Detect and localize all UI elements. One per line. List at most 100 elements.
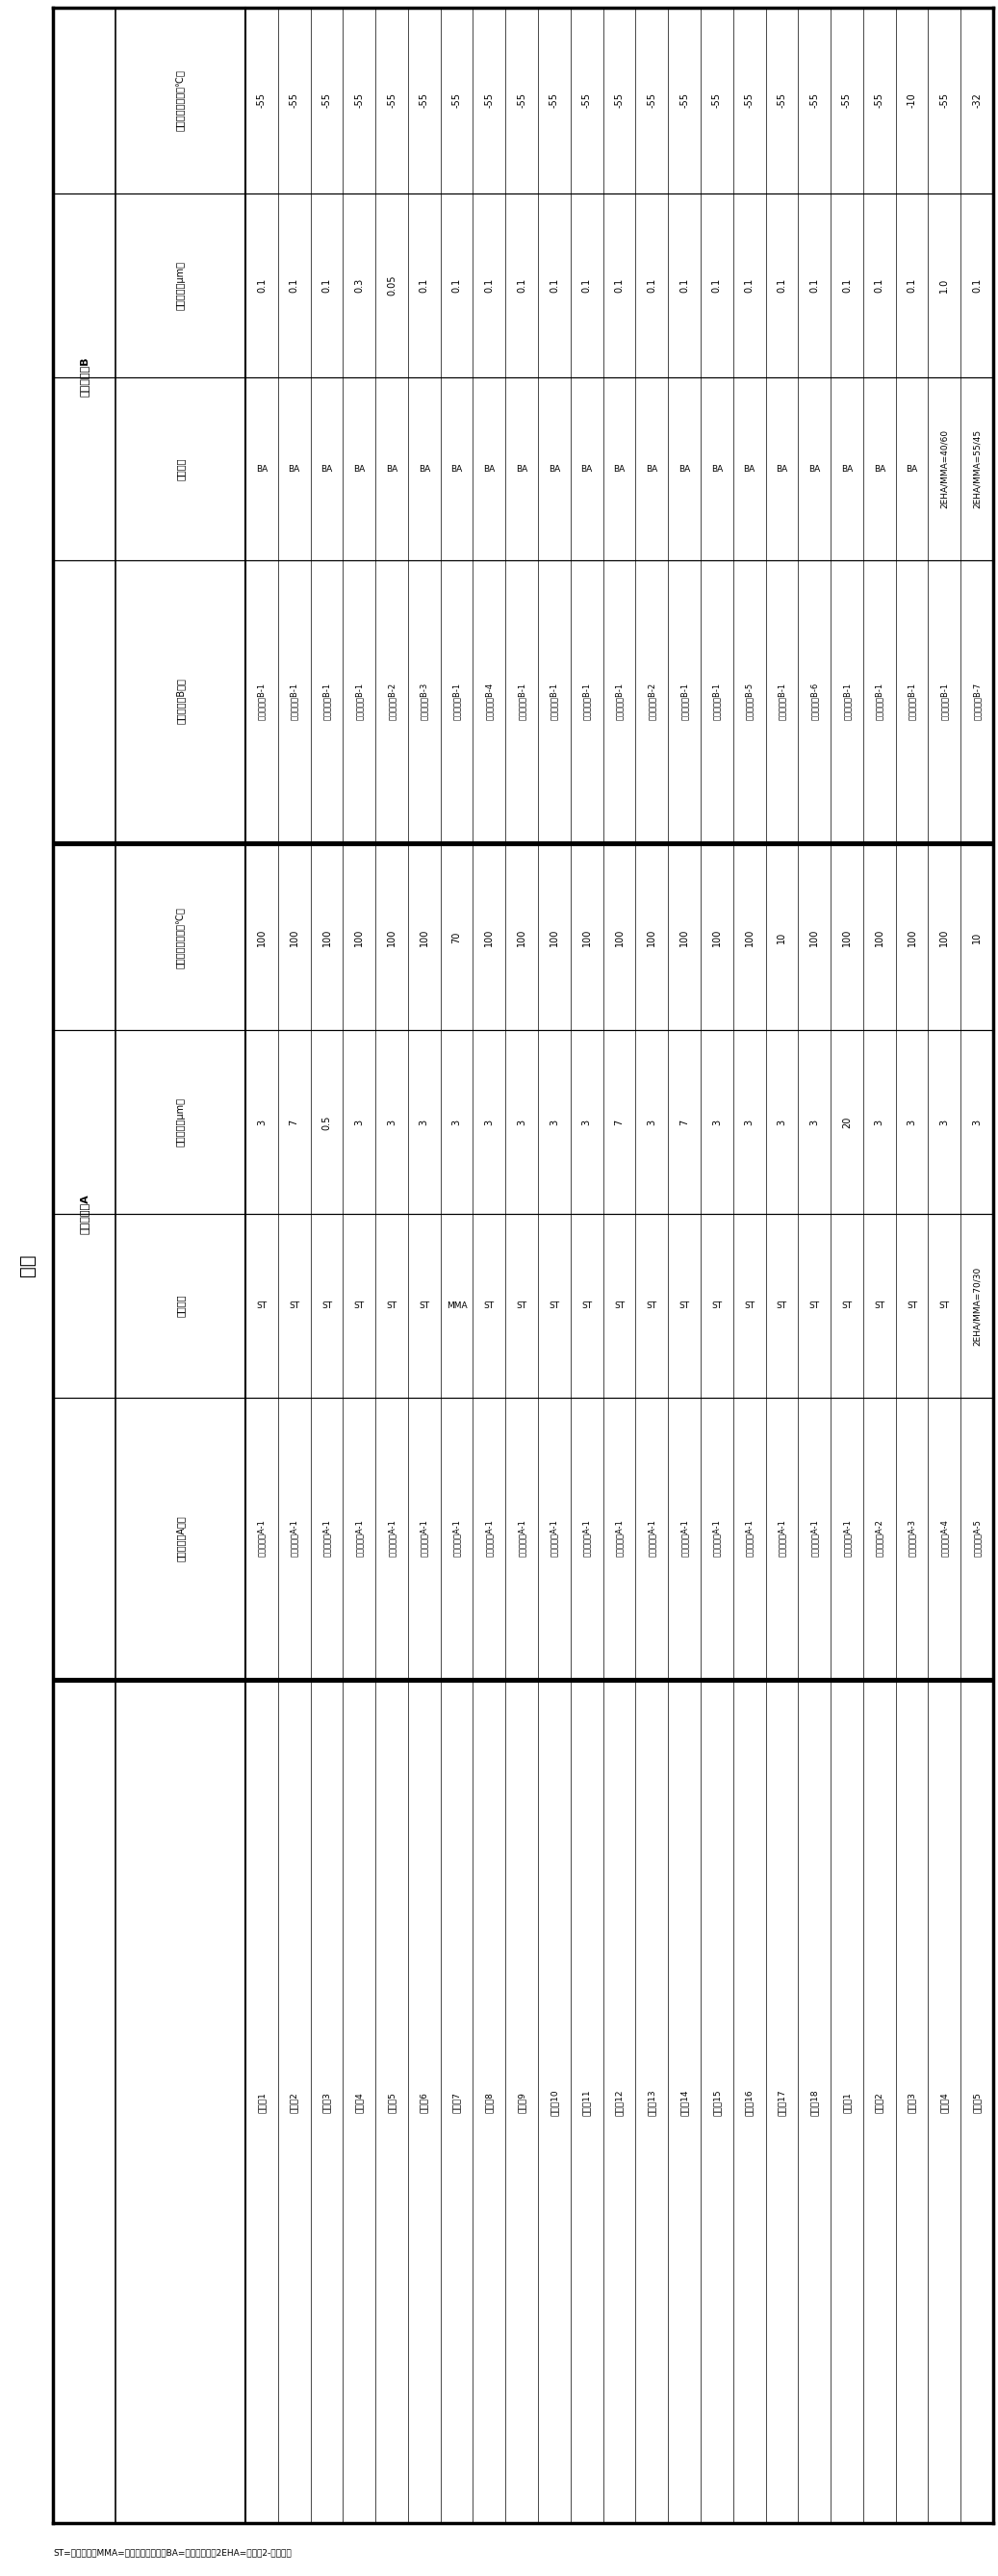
Text: 聚合物粒子B-1: 聚合物粒子B-1 [517, 683, 526, 719]
Text: 聚合物粒子A-1: 聚合物粒子A-1 [322, 1520, 331, 1556]
Text: 聚合物粒子B-1: 聚合物粒子B-1 [713, 683, 722, 719]
Text: ST: ST [841, 1301, 852, 1311]
Text: -55: -55 [289, 93, 299, 108]
Text: 聚合物粒子A-1: 聚合物粒子A-1 [842, 1520, 851, 1556]
Text: 聚合物粒子B-1: 聚合物粒子B-1 [940, 683, 949, 719]
Text: 0.1: 0.1 [972, 278, 982, 294]
Text: 聚合物粒子B种类: 聚合物粒子B种类 [176, 677, 186, 724]
Text: 100: 100 [907, 930, 917, 945]
Text: 100: 100 [745, 930, 754, 945]
Text: BA: BA [679, 464, 691, 474]
Text: ST: ST [582, 1301, 592, 1311]
Text: 实施例4: 实施例4 [355, 2092, 363, 2112]
Text: BA: BA [776, 464, 787, 474]
Text: -55: -55 [322, 93, 331, 108]
Text: ST: ST [906, 1301, 917, 1311]
Text: BA: BA [353, 464, 365, 474]
Text: 0.1: 0.1 [777, 278, 786, 294]
Text: 聚合物粒子B-2: 聚合物粒子B-2 [387, 683, 396, 719]
Text: 聚合物粒子A-2: 聚合物粒子A-2 [875, 1520, 883, 1556]
Text: 聚合物粒子B-1: 聚合物粒子B-1 [907, 683, 916, 719]
Text: 100: 100 [289, 930, 299, 945]
Text: 3: 3 [712, 1121, 722, 1126]
Text: 100: 100 [647, 930, 657, 945]
Text: 聚合物粒子A-1: 聚合物粒子A-1 [355, 1520, 363, 1556]
Text: 平均粒径（μm）: 平均粒径（μm） [176, 260, 186, 309]
Text: 100: 100 [419, 930, 429, 945]
Text: 100: 100 [680, 930, 690, 945]
Text: -55: -55 [615, 93, 624, 108]
Text: 0.1: 0.1 [907, 278, 917, 294]
Text: 表１: 表１ [18, 1255, 36, 1278]
Text: 比较例3: 比较例3 [907, 2092, 916, 2112]
Text: ST=スチレン；MMA=甲基丙烯酸甲酯；BA=丙烯酸丁酯；2EHA=丙烯酸2-乙基己酯: ST=スチレン；MMA=甲基丙烯酸甲酯；BA=丙烯酸丁酯；2EHA=丙烯酸2-乙… [53, 2548, 291, 2558]
Text: 3: 3 [874, 1121, 884, 1126]
Text: 聚合物粒子B-1: 聚合物粒子B-1 [842, 683, 851, 719]
Text: -55: -55 [939, 93, 949, 108]
Text: BA: BA [386, 464, 397, 474]
Text: 实施例9: 实施例9 [517, 2092, 526, 2112]
Text: -55: -55 [517, 93, 527, 108]
Text: 100: 100 [615, 930, 624, 945]
Text: BA: BA [288, 464, 300, 474]
Text: 7: 7 [680, 1121, 690, 1126]
Text: 实施例15: 实施例15 [713, 2089, 722, 2115]
Text: 0.1: 0.1 [647, 278, 657, 294]
Text: BA: BA [906, 464, 918, 474]
Text: 聚合物粒子A-1: 聚合物粒子A-1 [583, 1520, 591, 1556]
Text: 实施例3: 实施例3 [322, 2092, 331, 2112]
Text: 10: 10 [777, 933, 786, 943]
Text: BA: BA [646, 464, 658, 474]
Text: 0.1: 0.1 [517, 278, 527, 294]
Text: MMA: MMA [446, 1301, 467, 1311]
Text: 0.1: 0.1 [452, 278, 461, 294]
Text: -55: -55 [809, 93, 819, 108]
Text: -55: -55 [745, 93, 754, 108]
Text: ST: ST [712, 1301, 723, 1311]
Text: 10: 10 [972, 933, 982, 943]
Text: -55: -55 [777, 93, 786, 108]
Text: -55: -55 [387, 93, 396, 108]
Text: ST: ST [647, 1301, 657, 1311]
Text: 0.1: 0.1 [874, 278, 884, 294]
Text: 实施例6: 实施例6 [420, 2092, 428, 2112]
Text: 实施例2: 实施例2 [289, 2092, 298, 2112]
Text: BA: BA [516, 464, 528, 474]
Text: 3: 3 [647, 1121, 657, 1126]
Text: -55: -55 [256, 93, 266, 108]
Text: 0.1: 0.1 [745, 278, 754, 294]
Text: -32: -32 [972, 93, 982, 108]
Text: 聚合物粒子B-1: 聚合物粒子B-1 [289, 683, 298, 719]
Text: BA: BA [873, 464, 885, 474]
Text: 聚合物粒子B-1: 聚合物粒子B-1 [875, 683, 883, 719]
Text: ST: ST [288, 1301, 299, 1311]
Text: BA: BA [548, 464, 560, 474]
Text: 0.05: 0.05 [387, 276, 396, 296]
Text: 聚合物粒子A-1: 聚合物粒子A-1 [615, 1520, 624, 1556]
Text: 聚合物粒子B-1: 聚合物粒子B-1 [322, 683, 331, 719]
Text: 2EHA/MMA=70/30: 2EHA/MMA=70/30 [973, 1267, 981, 1345]
Text: 100: 100 [874, 930, 884, 945]
Text: 100: 100 [322, 930, 331, 945]
Text: -55: -55 [419, 93, 429, 108]
Text: 聚合物粒子B-3: 聚合物粒子B-3 [420, 683, 428, 719]
Text: 2EHA/MMA=40/60: 2EHA/MMA=40/60 [940, 430, 949, 507]
Text: BA: BA [418, 464, 430, 474]
Text: 0.1: 0.1 [615, 278, 624, 294]
Text: 100: 100 [354, 930, 364, 945]
Text: 聚合物粒子A: 聚合物粒子A [80, 1195, 89, 1234]
Text: 3: 3 [354, 1121, 364, 1126]
Text: BA: BA [711, 464, 723, 474]
Text: -10: -10 [907, 93, 917, 108]
Text: -55: -55 [712, 93, 722, 108]
Text: ST: ST [256, 1301, 267, 1311]
Text: ST: ST [386, 1301, 397, 1311]
Text: 实施例16: 实施例16 [746, 2089, 753, 2115]
Text: 100: 100 [550, 930, 559, 945]
Text: ST: ST [484, 1301, 495, 1311]
Text: -55: -55 [452, 93, 461, 108]
Text: 100: 100 [712, 930, 722, 945]
Text: BA: BA [451, 464, 463, 474]
Text: 实施例1: 实施例1 [257, 2092, 266, 2112]
Text: 实施例10: 实施例10 [550, 2089, 559, 2115]
